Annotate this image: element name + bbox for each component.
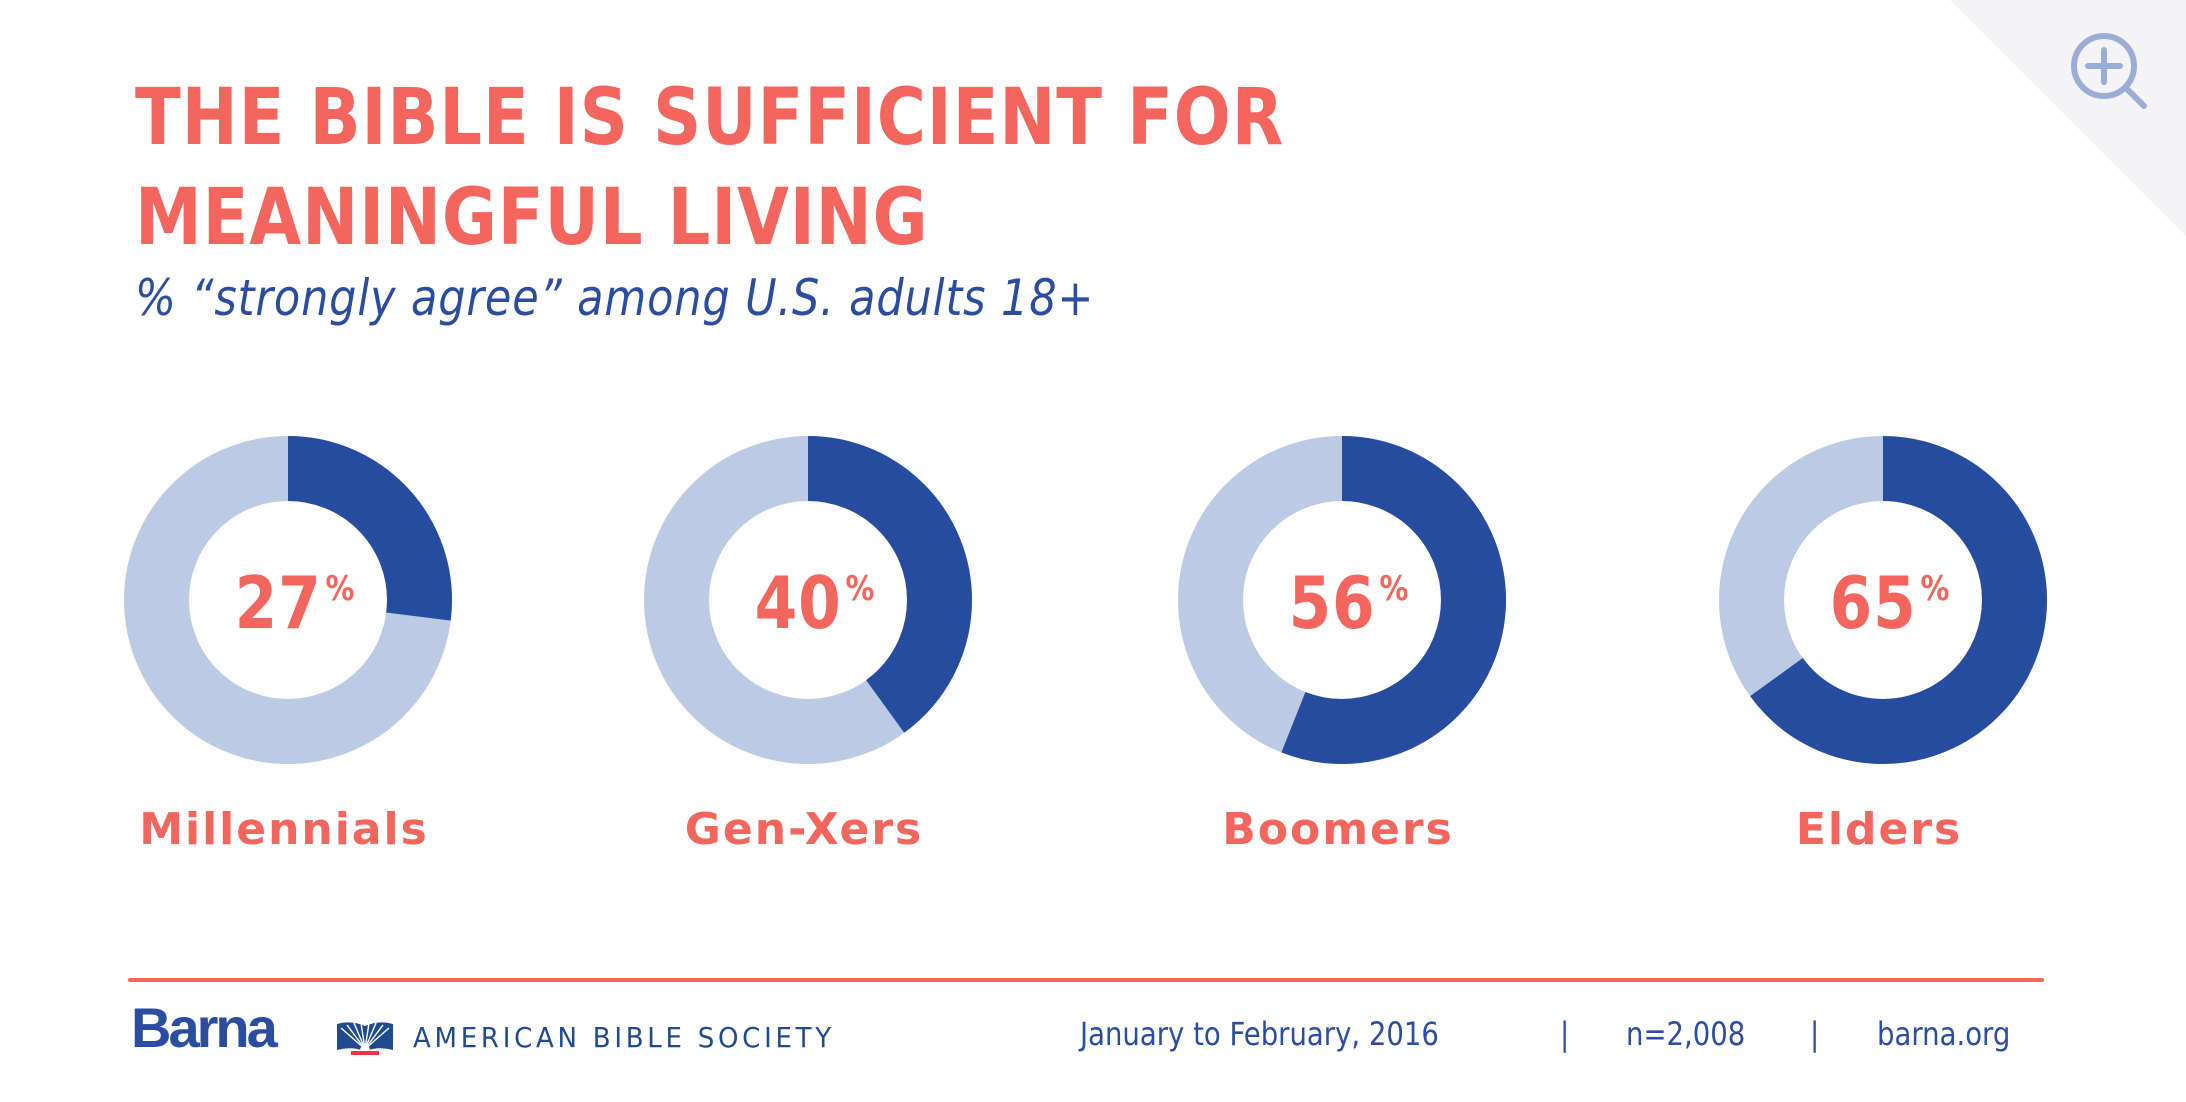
donut-value-segment [1719, 436, 2047, 764]
percent-sign: % [325, 569, 355, 609]
website-link[interactable]: barna.org [1877, 1015, 2011, 1053]
survey-date-range: January to February, 2016 [1080, 1015, 1439, 1053]
value-label: 65% [1737, 563, 2037, 643]
donut-boomers [1178, 436, 1506, 764]
percent-sign: % [1379, 569, 1409, 609]
donut-millennials [124, 436, 452, 764]
value-number: 56 [1288, 561, 1376, 645]
donut-elders [1719, 436, 2047, 764]
category-label: Gen-Xers [684, 804, 924, 855]
value-label: 40% [662, 563, 962, 643]
footer-divider [128, 978, 2044, 982]
open-bible-sunburst-icon [337, 1022, 393, 1055]
value-number: 27 [234, 561, 322, 645]
donut-gen-xers [644, 436, 972, 764]
donut-value-segment [1178, 436, 1506, 764]
footer-separator: | [1560, 1015, 1570, 1053]
chart-title-line-2: MEANINGFUL LIVING [135, 173, 929, 263]
donut-value-segment [644, 436, 972, 764]
barna-logo: Barna [131, 996, 278, 1059]
chart-subtitle: % “strongly agree” among U.S. adults 18+ [135, 269, 1095, 327]
zoom-in-button[interactable] [2066, 28, 2150, 112]
zoom-in-icon [2071, 33, 2147, 109]
value-number: 40 [754, 561, 842, 645]
category-label: Boomers [1222, 804, 1454, 855]
footer-separator: | [1810, 1015, 1820, 1053]
category-label: Millennials [139, 804, 429, 855]
value-label: 27% [142, 563, 442, 643]
category-label: Elders [1795, 804, 1963, 855]
sample-size: n=2,008 [1626, 1015, 1746, 1053]
chart-title-line-1: THE BIBLE IS SUFFICIENT FOR [135, 73, 1285, 163]
american-bible-society-logo: AMERICAN BIBLE SOCIETY [413, 1021, 835, 1054]
percent-sign: % [845, 569, 875, 609]
donut-value-segment [124, 436, 452, 764]
value-label: 56% [1196, 563, 1496, 643]
value-number: 65 [1829, 561, 1917, 645]
percent-sign: % [1920, 569, 1950, 609]
chart-title: THE BIBLE IS SUFFICIENT FOR MEANINGFUL L… [135, 68, 1284, 268]
